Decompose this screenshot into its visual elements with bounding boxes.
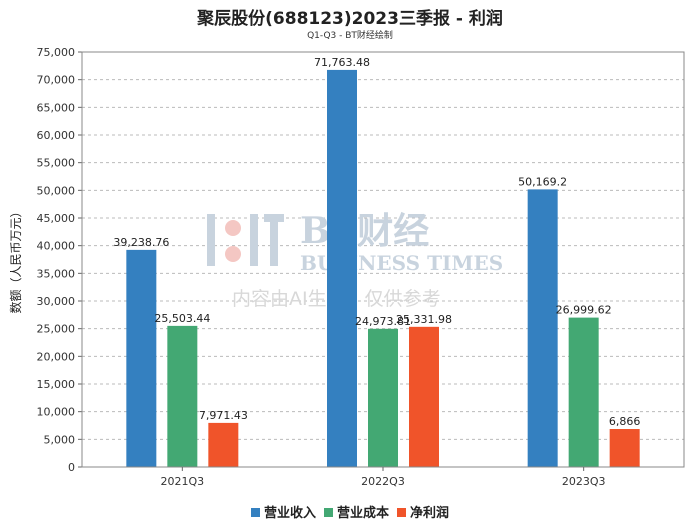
bar bbox=[208, 422, 239, 467]
legend-item: 净利润 bbox=[397, 502, 449, 521]
y-tick-label: 20,000 bbox=[37, 350, 76, 363]
watermark-logo-dot bbox=[225, 220, 241, 236]
y-tick-label: 45,000 bbox=[37, 212, 76, 225]
y-tick-label: 65,000 bbox=[37, 101, 76, 114]
legend: 营业收入 营业成本 净利润 bbox=[0, 502, 700, 521]
bar-value-label: 39,238.76 bbox=[113, 236, 169, 249]
watermark-logo-bar bbox=[250, 214, 258, 266]
legend-swatch bbox=[323, 508, 333, 517]
bar-value-label: 6,866 bbox=[609, 415, 641, 428]
y-tick-label: 15,000 bbox=[37, 378, 76, 391]
bar bbox=[368, 328, 398, 467]
bar-value-label: 26,999.62 bbox=[556, 304, 612, 317]
axes: 0 5,000 10,000 15,000 20,000 25,000 30,000 35,0… bbox=[37, 46, 685, 488]
y-tick-label: 75,000 bbox=[37, 46, 76, 59]
data-labels: 39,238.76 25,503.44 7,971.43 71,763.48 24,97… bbox=[113, 56, 640, 428]
bar-value-label: 71,763.48 bbox=[314, 56, 370, 69]
watermark-logo-text: BT财经 bbox=[300, 210, 429, 252]
y-tick-label: 55,000 bbox=[37, 157, 76, 170]
bar-value-label: 25,503.44 bbox=[154, 312, 210, 325]
legend-label: 净利润 bbox=[410, 506, 450, 521]
y-tick-label: 30,000 bbox=[37, 295, 76, 308]
legend-label: 营业成本 bbox=[336, 506, 389, 521]
y-tick-label: 0 bbox=[68, 461, 75, 474]
watermark: BT财经 BUSINESS TIMES 内容由AI生成，仅供参考 bbox=[207, 210, 503, 310]
y-axis-label: 数额（人民币万元） bbox=[8, 205, 23, 313]
y-tick-label: 40,000 bbox=[37, 240, 76, 253]
watermark-logo-bar bbox=[270, 222, 278, 266]
bar bbox=[327, 69, 357, 467]
y-tick-label: 25,000 bbox=[37, 323, 76, 336]
legend-item: 营业成本 bbox=[323, 502, 389, 521]
y-tick-label: 50,000 bbox=[37, 184, 76, 197]
y-tick-label: 70,000 bbox=[37, 74, 76, 87]
watermark-logo-bar bbox=[264, 214, 284, 222]
bar bbox=[609, 429, 640, 467]
x-tick-label: 2023Q3 bbox=[562, 475, 606, 488]
y-tick-label: 5,000 bbox=[44, 433, 76, 446]
watermark-logo-bar bbox=[207, 214, 215, 266]
x-tick-label: 2021Q3 bbox=[161, 475, 205, 488]
x-tick-label: 2022Q3 bbox=[361, 475, 405, 488]
bar-value-label: 7,971.43 bbox=[199, 409, 248, 422]
y-tick-label: 10,000 bbox=[37, 406, 76, 419]
legend-item: 营业收入 bbox=[250, 502, 316, 521]
bar bbox=[409, 326, 439, 467]
bar bbox=[527, 189, 558, 467]
bar bbox=[126, 249, 157, 467]
bar-value-label: 24,973.81 bbox=[355, 315, 411, 328]
legend-swatch bbox=[250, 508, 260, 517]
bars bbox=[126, 69, 640, 467]
legend-swatch bbox=[397, 508, 406, 517]
chart-subtitle: Q1-Q3 - BT财经绘制 bbox=[307, 31, 393, 41]
bar-value-label: 25,331.98 bbox=[396, 313, 452, 326]
bar bbox=[568, 317, 599, 467]
chart-title: 聚辰股份(688123)2023三季报 - 利润 bbox=[197, 9, 503, 29]
bar-value-label: 50,169.2 bbox=[518, 175, 567, 188]
y-tick-label: 35,000 bbox=[37, 267, 76, 280]
bar bbox=[167, 325, 198, 467]
legend-label: 营业收入 bbox=[263, 506, 316, 521]
y-tick-label: 60,000 bbox=[37, 129, 76, 142]
watermark-logo-dot bbox=[225, 246, 241, 262]
